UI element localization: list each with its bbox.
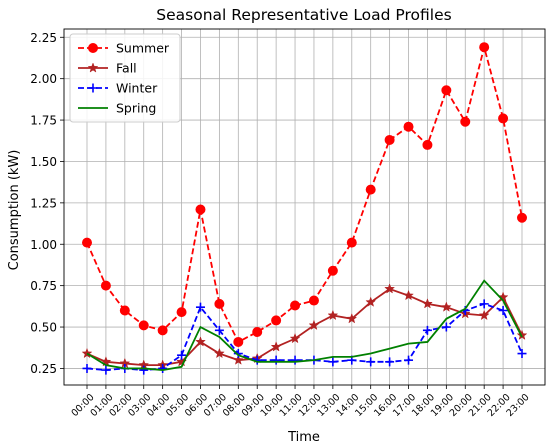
summer-point xyxy=(119,305,130,316)
summer-point xyxy=(308,295,319,306)
fall-point xyxy=(365,296,377,307)
winter-point xyxy=(195,302,205,312)
fall-point xyxy=(403,289,414,301)
fall-point xyxy=(232,354,244,365)
winter-point xyxy=(158,363,168,373)
legend-marker xyxy=(87,62,99,73)
winter-point xyxy=(366,357,376,367)
fall-point xyxy=(195,336,206,347)
summer-point xyxy=(498,113,509,124)
fall-point xyxy=(100,356,112,367)
fall-point xyxy=(421,298,433,309)
winter-point xyxy=(290,355,300,365)
fall-point xyxy=(213,347,225,359)
chart-title: Seasonal Representative Load Profiles xyxy=(156,6,451,24)
fall-point xyxy=(270,341,282,352)
fall-point xyxy=(478,309,490,321)
spring-line xyxy=(86,279,523,372)
fall-point xyxy=(516,329,528,340)
summer-point xyxy=(157,325,168,336)
winter-point xyxy=(498,305,508,315)
y-tick-label: 2.25 xyxy=(30,31,57,45)
winter-point xyxy=(385,357,395,367)
winter-point xyxy=(441,322,451,332)
summer-point xyxy=(290,300,301,311)
y-axis-label: Consumption (kW) xyxy=(7,150,22,271)
legend-label: Winter xyxy=(116,81,158,96)
series-layer xyxy=(81,42,528,375)
winter-point xyxy=(139,365,149,375)
summer-series xyxy=(82,42,527,347)
fall-series xyxy=(81,283,528,370)
winter-point xyxy=(214,325,224,335)
y-tick-label: 0.75 xyxy=(30,279,57,293)
legend: Summer Fall Winter Spring xyxy=(69,33,181,123)
legend-marker xyxy=(88,43,98,53)
fall-point xyxy=(440,301,452,312)
winter-point xyxy=(517,349,527,359)
summer-point xyxy=(460,116,471,127)
summer-point xyxy=(233,336,244,347)
summer-point xyxy=(441,85,452,96)
legend-item-winter: Winter xyxy=(78,81,158,96)
summer-point xyxy=(384,134,395,145)
fall-point xyxy=(289,332,301,344)
legend-item-spring: Spring xyxy=(78,101,156,116)
summer-point xyxy=(517,212,527,223)
winter-point xyxy=(177,350,187,360)
winter-point xyxy=(328,357,338,367)
y-tick-label: 0.50 xyxy=(30,321,57,335)
legend-item-fall: Fall xyxy=(78,61,137,76)
y-tick-label: 1.00 xyxy=(30,238,57,252)
fall-point xyxy=(346,313,358,324)
summer-point xyxy=(327,265,338,276)
summer-point xyxy=(479,42,490,53)
summer-point xyxy=(214,298,225,309)
y-tick-label: 1.25 xyxy=(30,196,57,210)
plot-frame xyxy=(63,28,546,386)
spring-series xyxy=(86,279,523,372)
summer-point xyxy=(365,184,376,195)
summer-point xyxy=(195,204,206,215)
winter-point xyxy=(422,325,432,335)
legend-label: Summer xyxy=(116,41,170,56)
fall-point xyxy=(81,347,93,359)
summer-point xyxy=(82,237,92,248)
winter-point xyxy=(82,363,92,373)
fall-point xyxy=(308,319,320,331)
summer-point xyxy=(100,280,111,291)
summer-point xyxy=(271,315,282,326)
fall-point xyxy=(384,283,396,294)
legend-label: Spring xyxy=(116,101,156,116)
summer-point xyxy=(422,139,433,150)
fall-point xyxy=(327,309,339,321)
summer-point xyxy=(252,327,263,338)
summer-point xyxy=(403,121,414,132)
y-tick-label: 1.50 xyxy=(30,155,57,169)
legend-item-summer: Summer xyxy=(78,41,170,56)
grid xyxy=(64,29,545,385)
summer-point xyxy=(176,307,187,318)
x-axis-label: Time xyxy=(287,430,320,445)
y-tick-label: 0.25 xyxy=(30,362,57,376)
y-tick-label: 1.75 xyxy=(30,114,57,128)
summer-point xyxy=(346,237,357,248)
legend-box xyxy=(69,33,181,123)
y-tick-label: 2.00 xyxy=(30,72,57,86)
winter-point xyxy=(479,299,489,309)
legend-marker xyxy=(88,83,98,93)
legend-label: Fall xyxy=(116,61,137,76)
summer-point xyxy=(138,320,149,331)
winter-point xyxy=(404,355,414,365)
winter-point xyxy=(101,365,111,375)
winter-point xyxy=(271,355,281,365)
